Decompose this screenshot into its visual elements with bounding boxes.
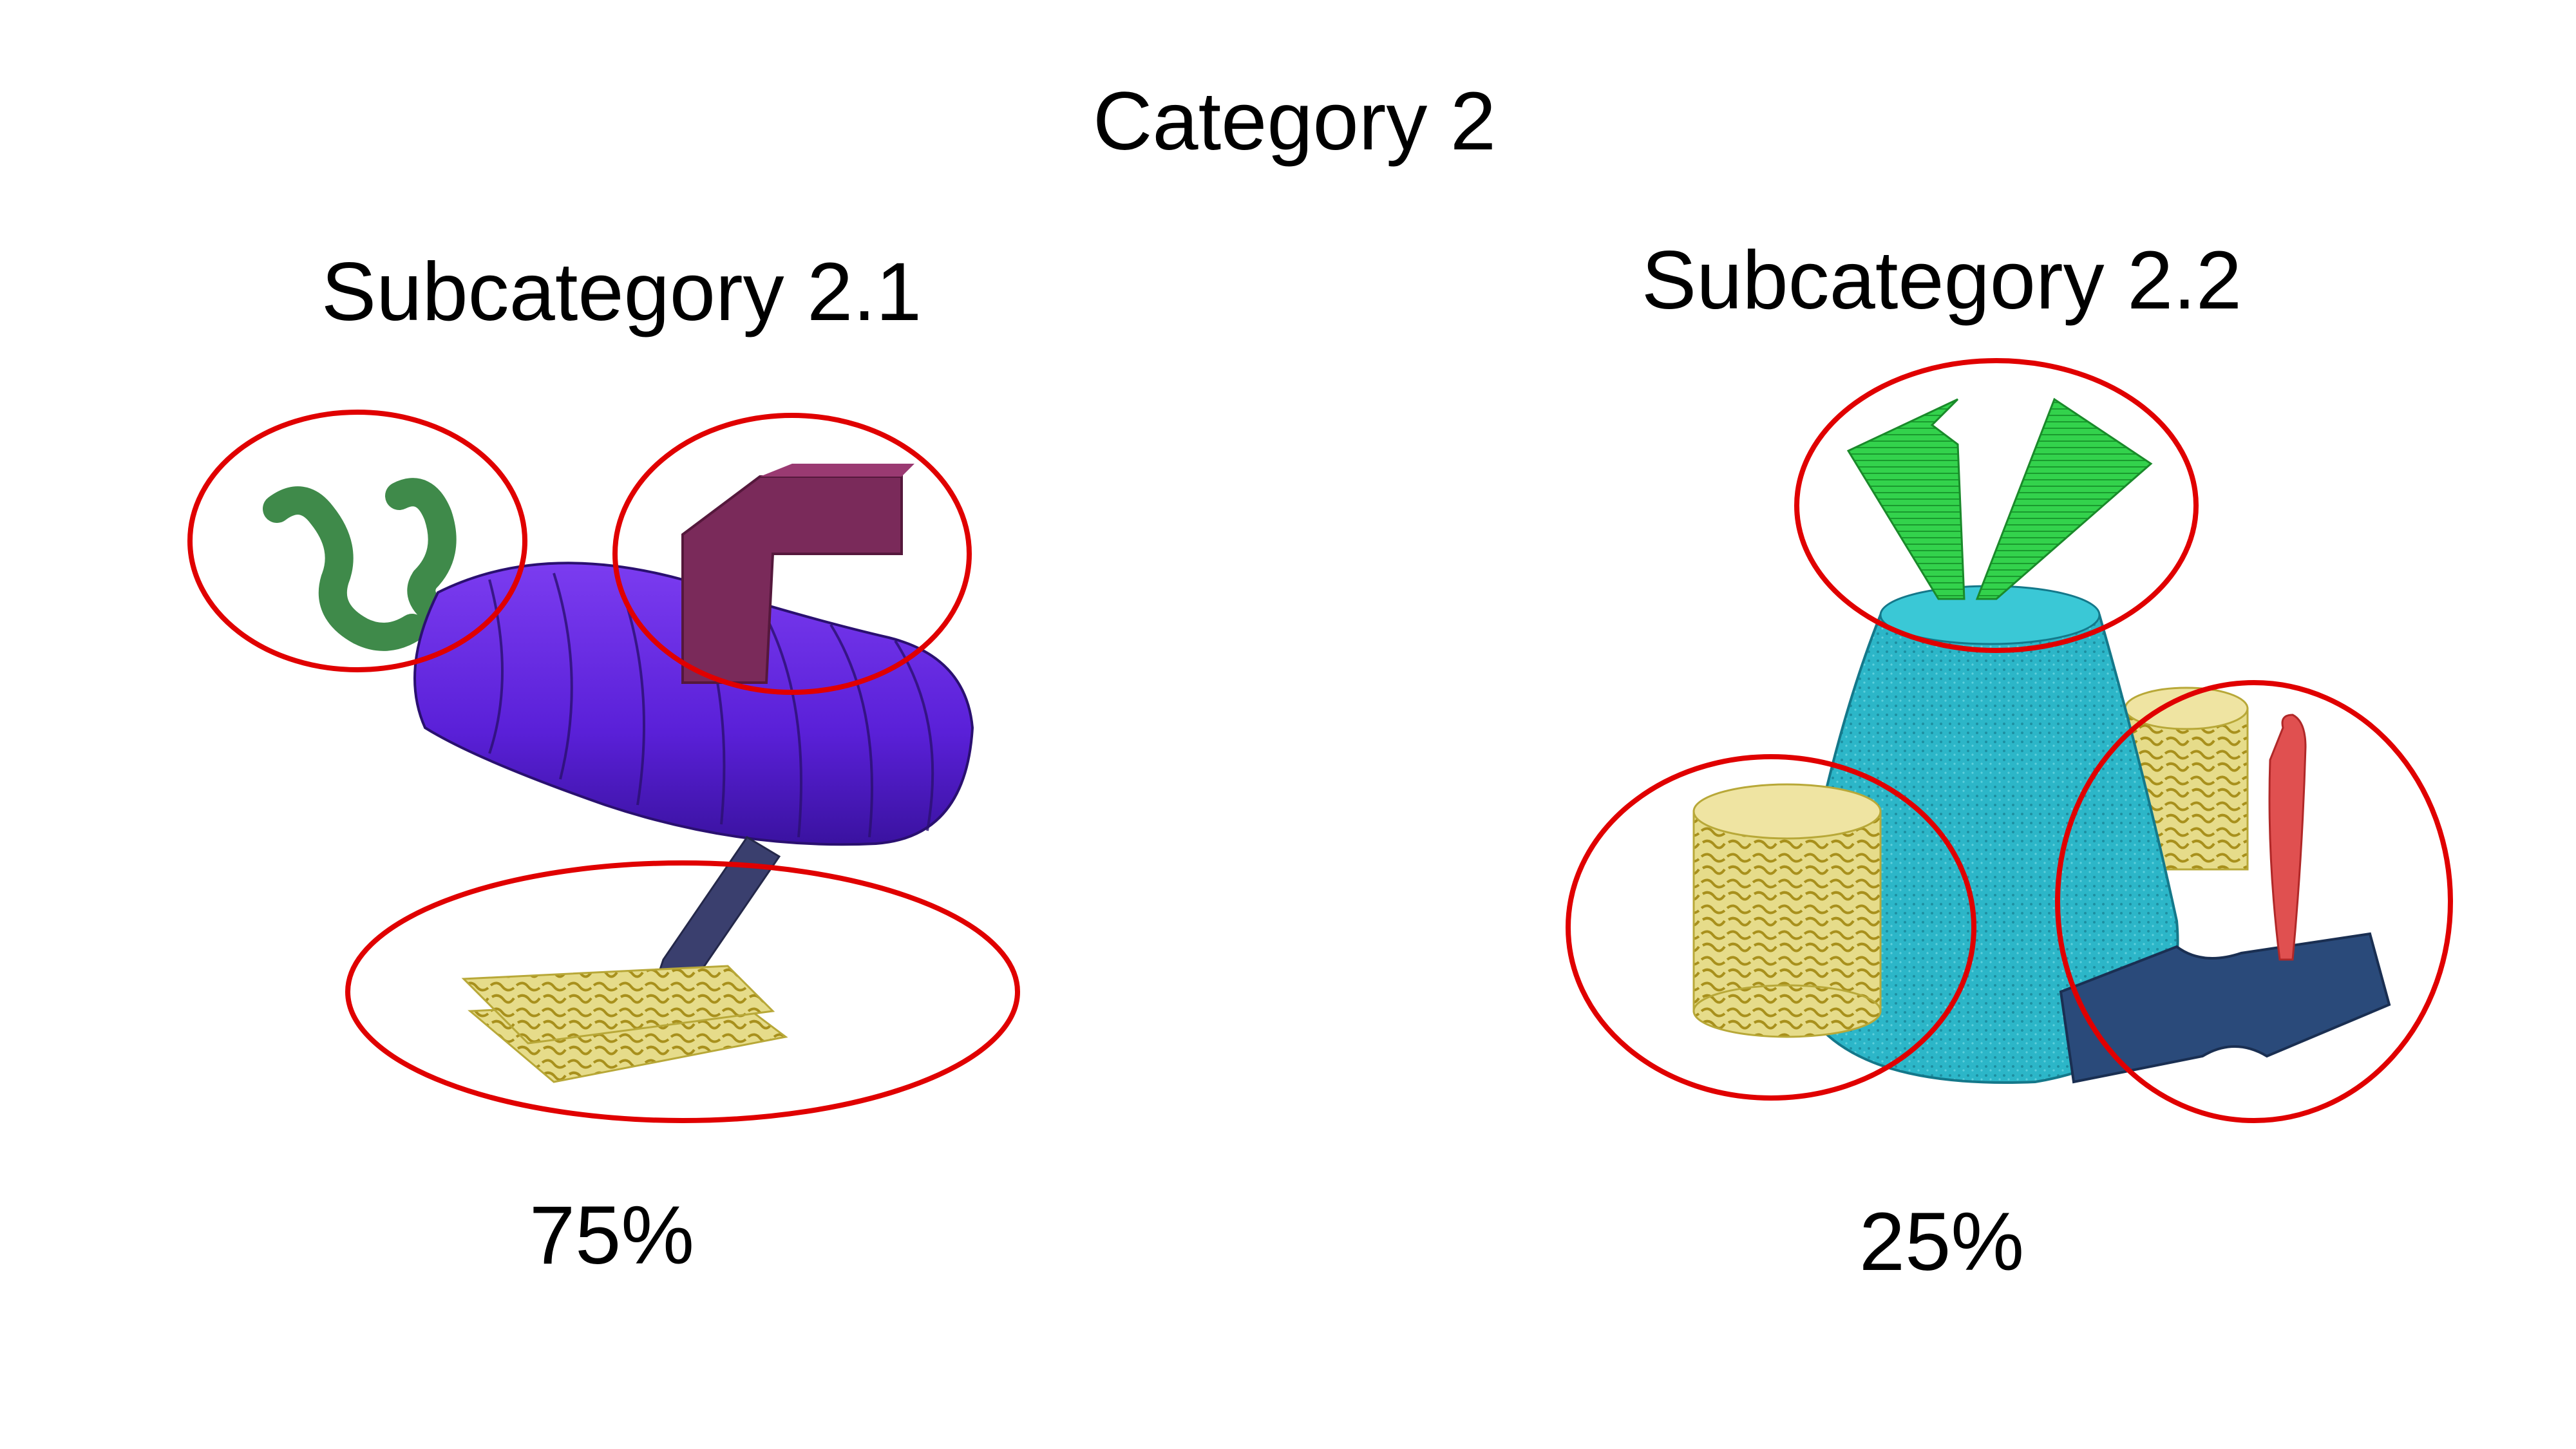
wavy-tube-left — [263, 486, 426, 651]
subcategory-2-1-label: Subcategory 2.1 — [321, 246, 922, 338]
wavy-tube-right — [385, 478, 459, 632]
subcategory-2-2-label: Subcategory 2.2 — [1641, 234, 2242, 327]
subcategory-2-2-figure — [1566, 358, 2453, 1123]
highlight-circle-sheets — [345, 860, 1020, 1123]
red-paddle — [2268, 714, 2307, 961]
highlight-circle-wavy-tubes — [187, 410, 527, 672]
subcategory-2-1-figure — [187, 410, 1020, 1123]
diagram-title: Category 2 — [1092, 75, 1497, 167]
subcategory-2-1-percent: 75% — [529, 1189, 695, 1282]
subcategory-2-2-percent: 25% — [1859, 1196, 2025, 1288]
navy-wedge — [2059, 932, 2391, 1084]
yellow-cylinder-front — [1692, 783, 1882, 1038]
yellow-sheet-top — [461, 965, 775, 1045]
highlight-circle-paddle — [2055, 680, 2453, 1123]
green-blade-right — [1975, 397, 2153, 600]
green-blade-left — [1846, 398, 1965, 600]
highlight-circle-cylinder — [1566, 754, 1976, 1101]
highlight-circle-elbow — [612, 413, 972, 695]
highlight-circle-blades — [1794, 358, 2199, 653]
